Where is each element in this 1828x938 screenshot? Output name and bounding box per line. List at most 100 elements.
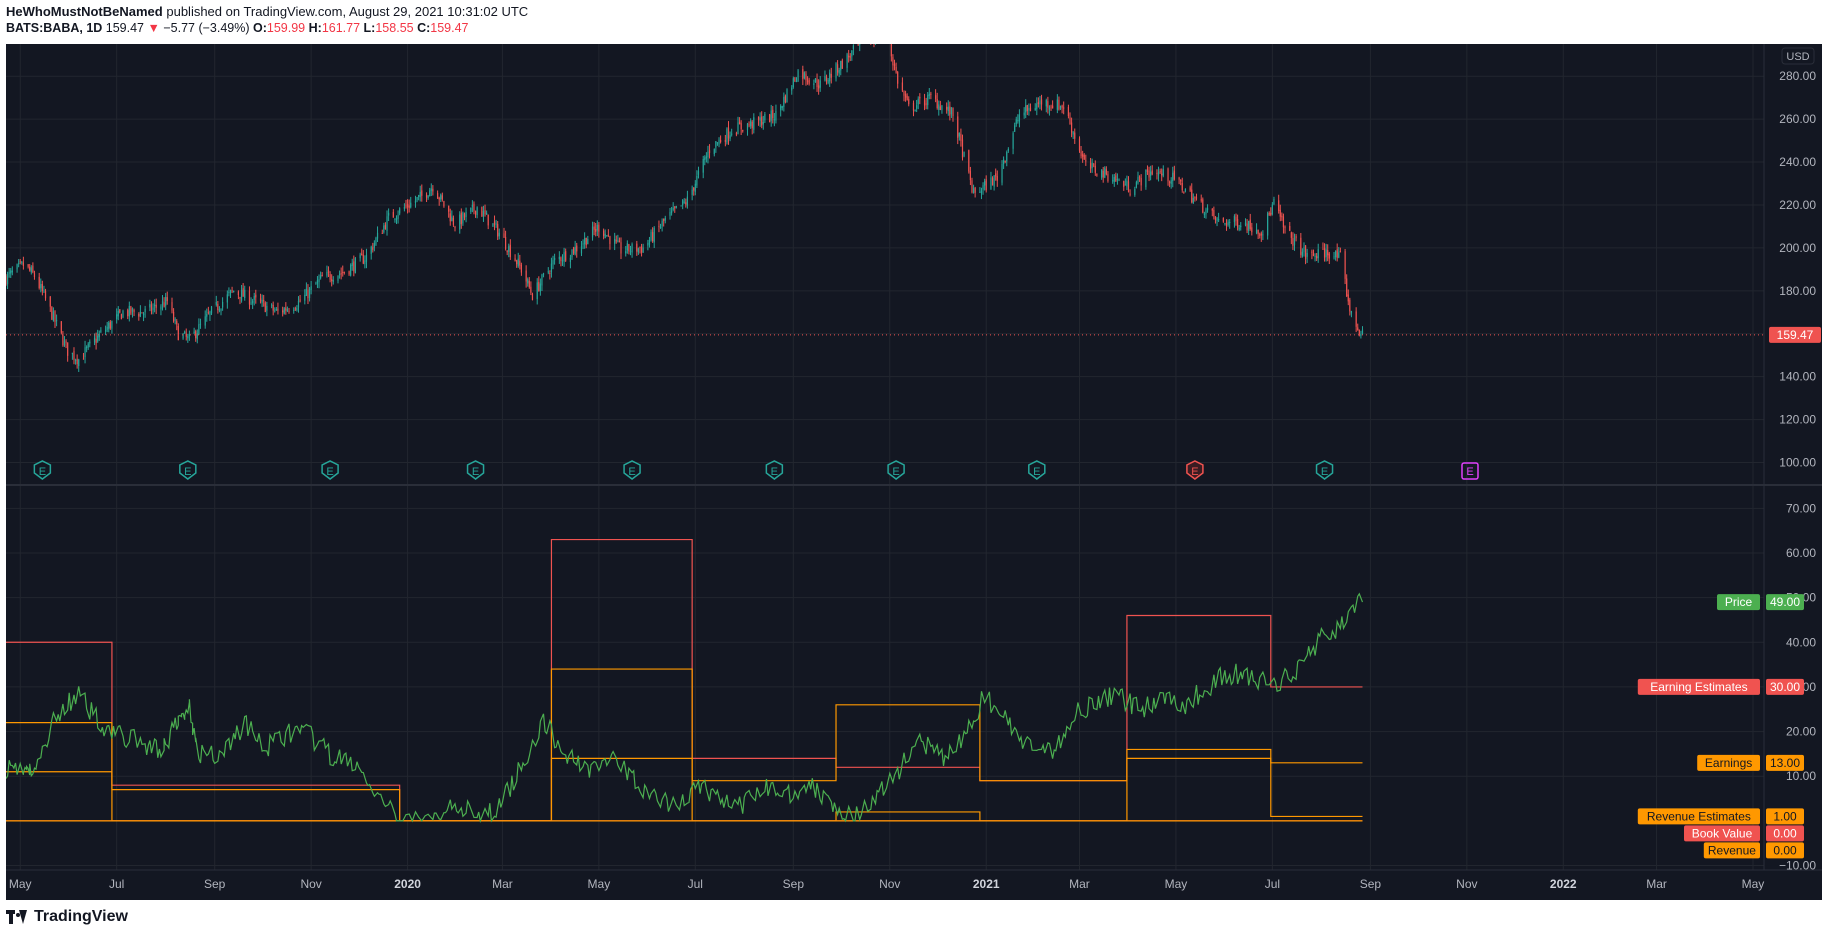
candle	[364, 255, 366, 269]
candle-body	[552, 260, 554, 265]
candle	[1303, 242, 1305, 257]
candle	[19, 258, 21, 265]
candle-body	[1070, 122, 1073, 133]
candle-body	[1172, 172, 1174, 181]
candle-body	[814, 78, 817, 83]
candle	[1240, 222, 1242, 231]
candle	[408, 199, 410, 213]
earnings-marker-label: E	[326, 466, 333, 478]
candle	[935, 89, 937, 103]
candle	[1170, 177, 1172, 189]
candle	[297, 296, 300, 313]
candle	[11, 266, 13, 276]
brand-name: TradingView	[34, 908, 128, 925]
time-axis-tick: May	[588, 877, 611, 891]
time-axis-tick: Nov	[879, 877, 900, 891]
candle	[1222, 217, 1224, 223]
candle	[1058, 96, 1060, 111]
candle	[184, 330, 186, 334]
chart-canvas[interactable]: 159.47 USD 100.00 120.00 140.00 180.00 200.00 2…	[6, 44, 1822, 900]
candle-body	[138, 313, 140, 317]
candle	[130, 305, 132, 316]
candle	[993, 175, 995, 191]
candle	[585, 237, 587, 249]
candle-body	[704, 157, 706, 160]
candle-body	[204, 316, 206, 326]
candle-body	[427, 195, 429, 198]
candle	[1012, 131, 1014, 155]
author-name[interactable]: HeWhoMustNotBeNamed	[6, 4, 163, 19]
candle-body	[387, 212, 390, 216]
candle-body	[1216, 218, 1218, 221]
candle-body	[1184, 189, 1187, 192]
candle	[1140, 174, 1142, 191]
candle	[465, 207, 467, 223]
candle	[1301, 248, 1304, 258]
chart-frame[interactable]: 159.47 USD 100.00 120.00 140.00 180.00 200.00 2…	[6, 44, 1822, 900]
candle	[337, 275, 339, 284]
footer-brand[interactable]: TradingView	[6, 908, 128, 926]
candle-body	[1195, 197, 1198, 199]
candle	[498, 228, 500, 240]
candle-body	[493, 221, 496, 225]
candle-body	[296, 307, 298, 311]
candle	[1169, 180, 1171, 188]
candle	[663, 218, 665, 227]
candle-body	[142, 313, 145, 316]
candle	[531, 292, 534, 301]
candle-body	[1251, 227, 1253, 233]
candle-body	[29, 266, 31, 271]
candle	[120, 313, 123, 320]
candle-body	[460, 212, 462, 225]
candle	[1123, 180, 1125, 191]
candle	[829, 69, 831, 87]
candle	[982, 182, 984, 195]
candle	[775, 104, 777, 124]
candle	[718, 137, 720, 148]
candle	[1072, 130, 1074, 139]
candle-body	[606, 235, 608, 237]
series-name-badge	[1637, 678, 1760, 695]
candle	[327, 266, 330, 277]
candle	[1249, 213, 1251, 231]
candle-body	[598, 224, 600, 232]
candle	[1202, 197, 1204, 214]
candle-body	[1059, 105, 1062, 109]
candle-body	[133, 309, 135, 313]
candle-body	[1333, 256, 1335, 258]
candle	[1126, 175, 1128, 191]
symbol-ticker[interactable]: BATS:BABA, 1D	[6, 21, 103, 35]
candle	[155, 298, 157, 315]
candle-body	[1344, 251, 1346, 279]
candle	[1347, 289, 1349, 306]
candle-body	[188, 334, 190, 336]
candle-body	[617, 240, 619, 242]
candle-body	[576, 245, 578, 252]
candle	[1151, 165, 1153, 176]
series-line-earning-estimates	[6, 538, 1363, 822]
candle-body	[1067, 106, 1070, 117]
candle	[708, 144, 711, 159]
candle-body	[1091, 162, 1093, 169]
candle	[343, 271, 345, 275]
candle-body	[340, 273, 342, 275]
candle	[1067, 104, 1070, 119]
candle-body	[993, 175, 995, 187]
candle	[851, 50, 853, 61]
candle-body	[1112, 180, 1114, 182]
candle	[154, 299, 156, 313]
candle-body	[1273, 199, 1275, 205]
candle	[784, 94, 787, 104]
candle	[849, 53, 851, 62]
candle	[209, 310, 211, 321]
candle-body	[762, 121, 764, 125]
candle-body	[176, 321, 178, 325]
candle	[716, 142, 719, 146]
time-axis-tick: May	[1742, 877, 1765, 891]
candle	[1267, 211, 1269, 240]
candle	[919, 93, 921, 105]
open-label: O:	[253, 21, 267, 35]
candle-body	[150, 304, 153, 312]
candle-body	[108, 322, 110, 329]
candle	[504, 230, 507, 251]
